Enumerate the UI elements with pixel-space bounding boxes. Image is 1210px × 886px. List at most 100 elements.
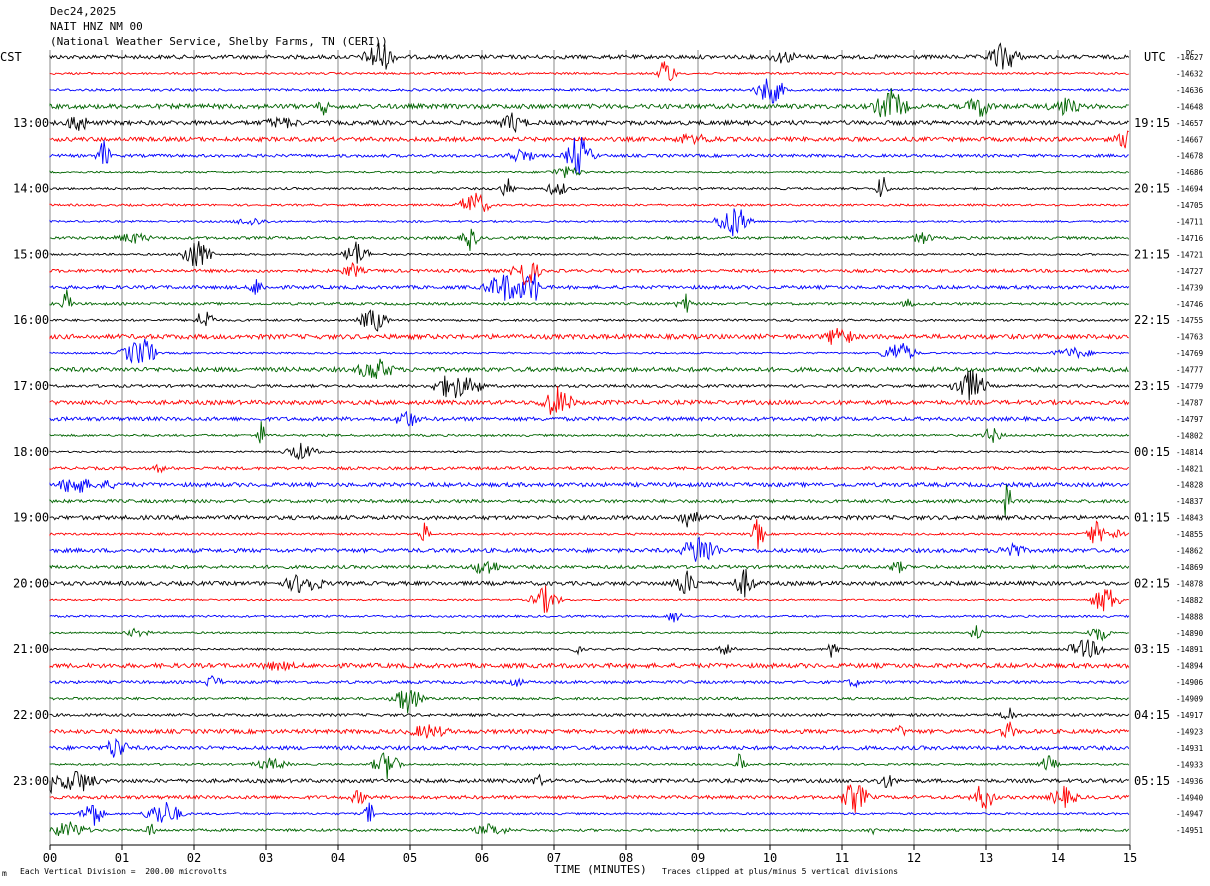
dc-offset-label: -14657 — [1176, 119, 1203, 128]
dc-offset-label: -14667 — [1176, 135, 1203, 144]
seismic-trace — [49, 484, 1130, 517]
seismic-trace — [49, 130, 1129, 149]
seismic-trace — [49, 410, 1130, 427]
seismic-trace — [49, 262, 1130, 286]
dc-offset-label: -14721 — [1176, 250, 1203, 259]
dc-offset-label: -14797 — [1176, 415, 1203, 424]
x-tick-label: 01 — [115, 851, 129, 865]
logo-mark: m — [2, 869, 7, 878]
dc-offset-label: -14869 — [1176, 563, 1203, 572]
dc-offset-label: -14891 — [1176, 645, 1203, 654]
dc-offset-label: -14855 — [1176, 530, 1203, 539]
seismic-trace — [49, 519, 1130, 550]
left-hour-label: 21:00 — [13, 642, 49, 656]
x-tick-label: 09 — [691, 851, 705, 865]
right-hour-label: 04:15 — [1134, 708, 1170, 722]
dc-offset-label: -14923 — [1176, 727, 1203, 736]
dc-offset-label: -14716 — [1176, 234, 1204, 243]
x-tick-label: 11 — [835, 851, 849, 865]
seismic-trace — [49, 370, 1130, 401]
dc-offset-label: -14931 — [1176, 744, 1203, 753]
right-hour-label: 05:15 — [1134, 774, 1170, 788]
right-hour-label: 21:15 — [1134, 247, 1170, 261]
seismic-trace — [49, 721, 1130, 739]
dc-offset-label: -14769 — [1176, 349, 1203, 358]
dc-offset-label: -14802 — [1176, 431, 1203, 440]
seismic-trace — [49, 385, 1130, 415]
right-hour-label: 00:15 — [1134, 445, 1170, 459]
seismic-trace — [49, 478, 1130, 493]
seismic-trace — [49, 821, 1130, 837]
seismic-trace — [49, 660, 1130, 672]
seismic-trace — [49, 88, 1129, 118]
dc-offset-label: -14755 — [1176, 316, 1203, 325]
seismic-trace — [49, 338, 1130, 364]
seismic-trace — [49, 421, 1130, 444]
dc-offset-label: -14694 — [1176, 185, 1204, 194]
seismic-trace — [49, 674, 1129, 689]
left-hour-label: 17:00 — [13, 379, 49, 393]
x-tick-label: 07 — [547, 851, 561, 865]
seismic-trace — [49, 78, 1130, 104]
seismic-trace — [49, 625, 1129, 642]
dc-offset-label: -14878 — [1176, 579, 1204, 588]
seismic-trace — [49, 177, 1129, 198]
seismic-trace — [49, 568, 1130, 598]
left-hour-label: 15:00 — [13, 247, 49, 261]
dc-offset-label: -14777 — [1176, 366, 1203, 375]
seismic-trace — [49, 165, 1130, 179]
dc-offset-label: -14763 — [1176, 333, 1203, 342]
seismic-trace — [49, 771, 1130, 795]
x-tick-label: 06 — [475, 851, 489, 865]
seismic-trace — [49, 241, 1129, 267]
dc-offset-label: -14686 — [1176, 168, 1204, 177]
left-hour-label: 19:00 — [13, 511, 49, 525]
x-tick-label: 02 — [187, 851, 201, 865]
dc-offset-label: -14648 — [1176, 102, 1204, 111]
seismic-trace — [49, 752, 1130, 780]
left-hour-label: 22:00 — [13, 708, 49, 722]
x-tick-label: 13 — [979, 851, 993, 865]
dc-offset-label: -14627 — [1176, 53, 1203, 62]
seismic-trace — [49, 511, 1130, 528]
dc-offset-label: -14888 — [1176, 612, 1204, 621]
left-hour-label: 20:00 — [13, 576, 49, 590]
station-date: Dec24,2025 — [50, 5, 117, 18]
right-hour-label: 02:15 — [1134, 576, 1170, 590]
left-hour-label: 16:00 — [13, 313, 49, 327]
seismic-trace — [49, 585, 1129, 613]
dc-offset-label: -14746 — [1176, 300, 1204, 309]
seismic-trace — [49, 358, 1129, 379]
seismic-trace — [49, 463, 1130, 474]
station-code: NAIT HNZ NM 00 — [50, 20, 143, 33]
x-tick-label: 10 — [763, 851, 777, 865]
x-axis-label: TIME (MINUTES) — [554, 863, 647, 876]
seismic-trace — [49, 328, 1129, 345]
dc-offset-label: -14936 — [1176, 777, 1204, 786]
dc-offset-label: -14739 — [1176, 283, 1203, 292]
dc-offset-label: -14940 — [1176, 793, 1204, 802]
clip-note: Traces clipped at plus/minus 5 vertical … — [662, 867, 899, 876]
dc-offset-label: -14906 — [1176, 678, 1204, 687]
seismic-trace — [49, 112, 1129, 134]
seismic-trace — [49, 560, 1130, 575]
right-hour-label: 01:15 — [1134, 511, 1170, 525]
left-hour-label: 14:00 — [13, 182, 49, 196]
left-hour-label: 13:00 — [13, 116, 49, 130]
seismic-trace — [49, 273, 1130, 301]
x-tick-label: 04 — [331, 851, 345, 865]
dc-offset-label: -14882 — [1176, 596, 1203, 605]
left-hour-label: 18:00 — [13, 445, 49, 459]
dc-offset-label: -14933 — [1176, 760, 1203, 769]
x-tick-label: 14 — [1051, 851, 1065, 865]
x-tick-label: 15 — [1123, 851, 1137, 865]
dc-offset-label: -14636 — [1176, 86, 1204, 95]
dc-offset-label: -14705 — [1176, 201, 1203, 210]
dc-offset-label: -14843 — [1176, 514, 1203, 523]
dc-offset-label: -14787 — [1176, 398, 1203, 407]
seismic-trace — [49, 309, 1129, 332]
dc-offset-label: -14678 — [1176, 152, 1204, 161]
right-hour-label: 19:15 — [1134, 116, 1170, 130]
dc-label: DC — [1186, 49, 1195, 57]
